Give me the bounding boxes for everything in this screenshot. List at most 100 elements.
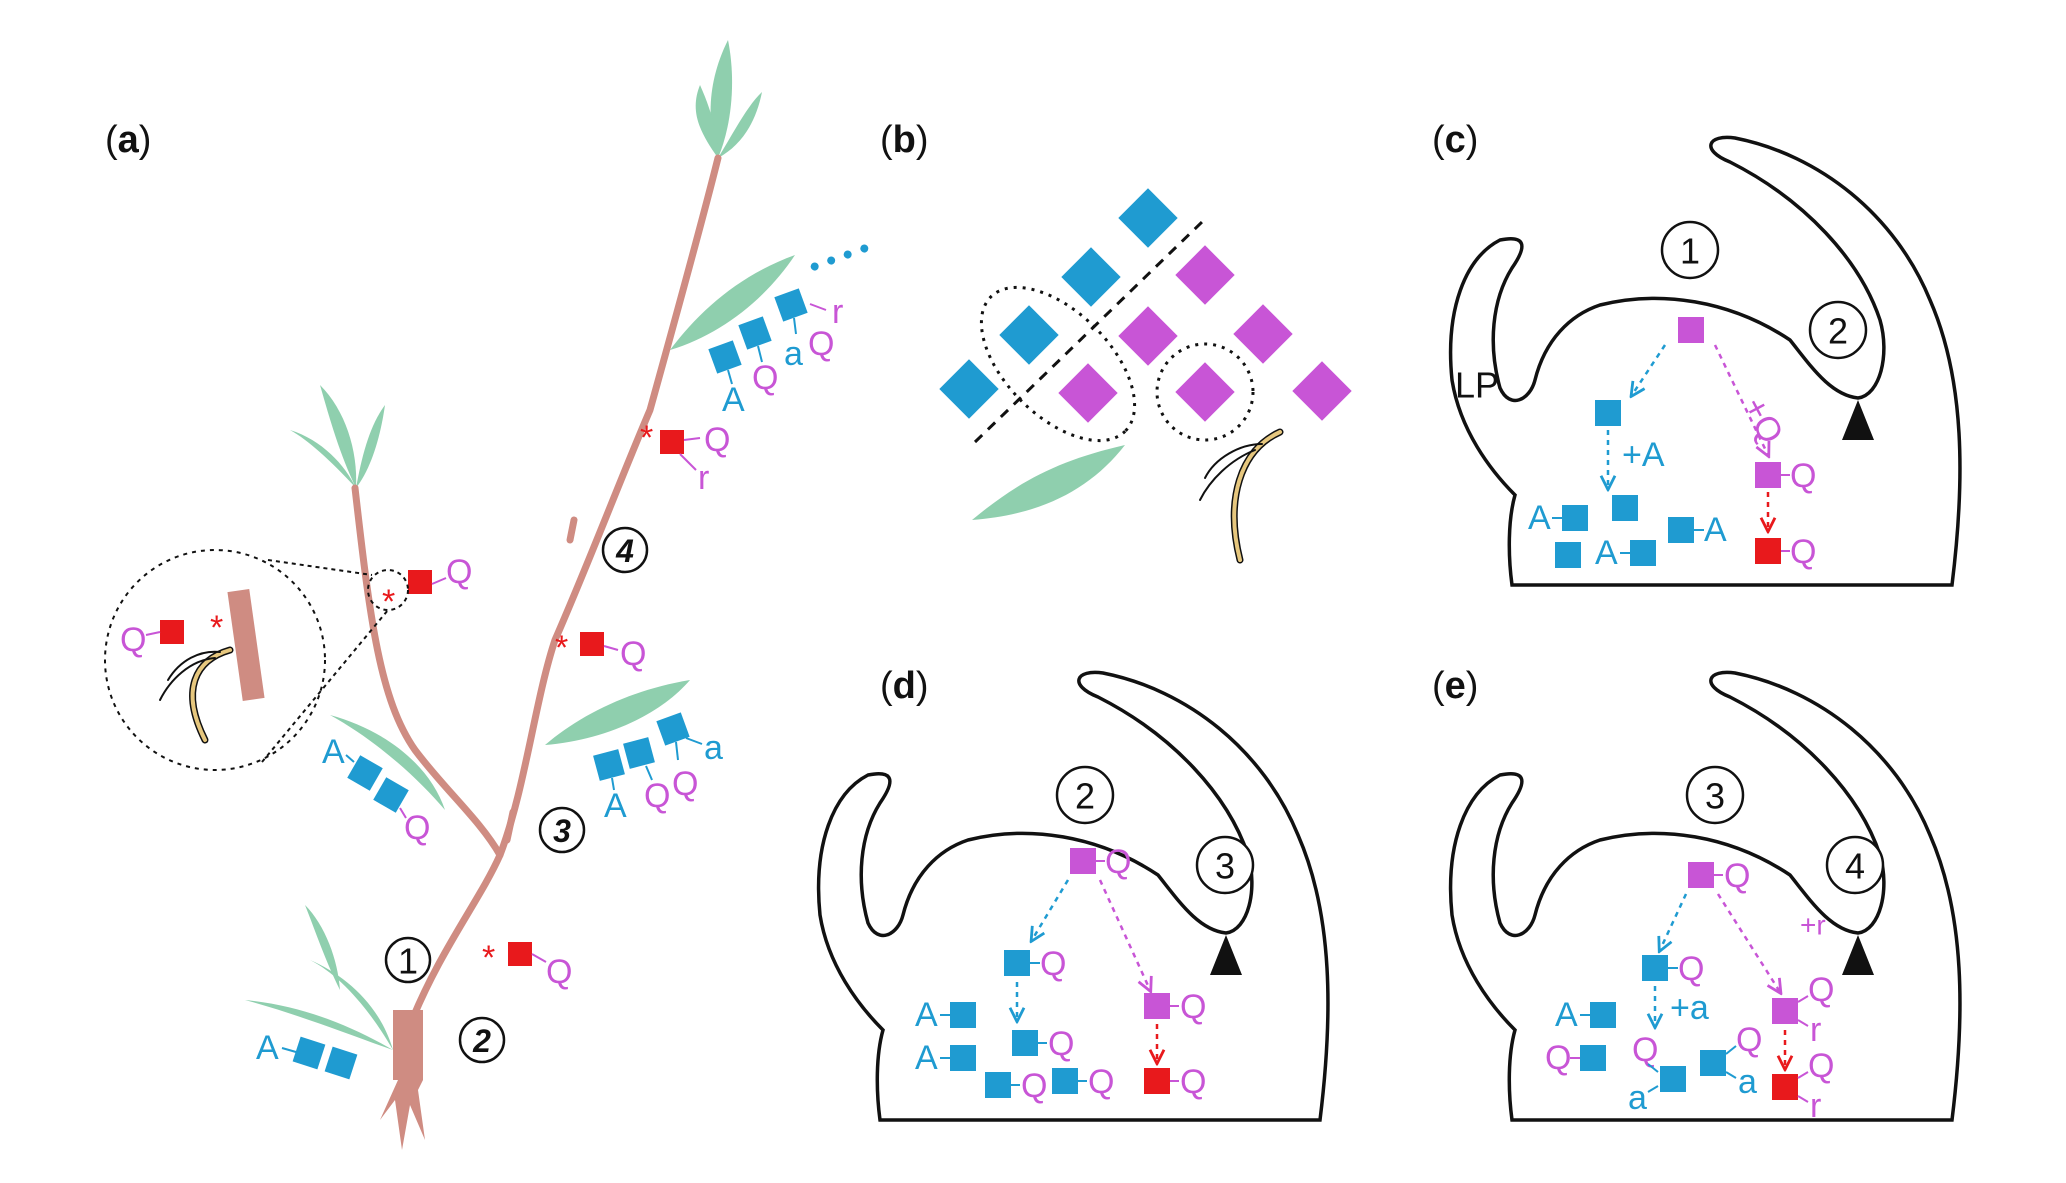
svg-text:Q: Q xyxy=(1040,945,1066,983)
red-q: Q xyxy=(1755,533,1816,571)
svg-text:Q: Q xyxy=(808,325,834,363)
svg-text:Q: Q xyxy=(1632,1031,1658,1069)
svg-text:Q: Q xyxy=(1545,1039,1571,1077)
panel-a-label: (a) xyxy=(105,119,151,161)
panel-b-label: (b) xyxy=(880,119,929,161)
magenta-q: Q xyxy=(1755,457,1816,495)
svg-text:Q: Q xyxy=(1808,971,1834,1009)
dotted-arrow xyxy=(1716,893,1780,992)
arrowhead-marker xyxy=(1842,935,1874,975)
svg-text:r: r xyxy=(698,459,709,497)
panel-d-label: (d) xyxy=(880,665,929,707)
svg-text:A: A xyxy=(722,381,745,419)
dotted-arrow xyxy=(1098,879,1150,990)
svg-text:a: a xyxy=(1628,1079,1647,1117)
svg-text:A: A xyxy=(256,1029,279,1067)
svg-text:2: 2 xyxy=(472,1023,491,1059)
svg-text:A: A xyxy=(604,787,627,825)
svg-text:Q: Q xyxy=(704,421,730,459)
blue-chain-base: A xyxy=(256,1029,358,1080)
svg-text:A: A xyxy=(915,1039,938,1077)
plus-q-label: +Q xyxy=(1735,391,1790,450)
meristem-outline xyxy=(1448,670,1962,1122)
svg-text:Q: Q xyxy=(1790,457,1816,495)
svg-text:*: * xyxy=(555,629,568,667)
arrowhead-marker xyxy=(1210,935,1242,975)
svg-text:4: 4 xyxy=(1845,846,1865,887)
plus-a-label: +A xyxy=(1622,436,1665,474)
node-1: 1 xyxy=(384,936,432,984)
svg-text:Q: Q xyxy=(672,765,698,803)
panel-b: (b) xyxy=(880,119,1352,564)
svg-text:A: A xyxy=(322,733,345,771)
blue-diamonds xyxy=(939,188,1178,419)
svg-text:Q: Q xyxy=(644,777,670,815)
arrowhead-marker xyxy=(1842,400,1874,440)
panel-a: (a) xyxy=(104,40,874,1150)
svg-text:• • • •: • • • • xyxy=(805,232,874,283)
svg-text:A: A xyxy=(1704,511,1727,549)
root-hair-icon xyxy=(1199,428,1284,564)
blue-chain-node3: A Q Q a xyxy=(593,712,723,825)
meristem-outline xyxy=(816,670,1330,1122)
blue-chain-branch: A Q xyxy=(322,733,430,847)
node-2: 2 xyxy=(458,1016,506,1064)
red-marker-top: * Q r xyxy=(640,419,730,497)
svg-text:2: 2 xyxy=(1075,776,1095,817)
svg-text:r: r xyxy=(1810,1087,1821,1125)
node-1: 1 xyxy=(1660,220,1720,280)
svg-text:A: A xyxy=(1528,499,1551,537)
dotted-arrow xyxy=(1632,344,1667,395)
svg-text:Q: Q xyxy=(1180,1063,1206,1101)
dotted-circle xyxy=(1155,342,1255,442)
svg-text:Q: Q xyxy=(752,359,778,397)
lp-label: LP xyxy=(1455,365,1499,406)
svg-text:Q: Q xyxy=(404,809,430,847)
blue-square xyxy=(1595,400,1621,426)
svg-text:Q: Q xyxy=(1105,843,1131,881)
svg-text:*: * xyxy=(482,939,495,977)
node-4: 4 xyxy=(601,526,649,574)
dotted-arrow xyxy=(1660,893,1688,950)
blue-cluster: A A Q Q Q xyxy=(915,996,1114,1105)
blue-cluster: A A A xyxy=(1528,495,1727,572)
magenta-q: Q xyxy=(1688,857,1750,895)
magenta-qr: Q r xyxy=(1772,971,1834,1049)
red-q: Q xyxy=(1144,1063,1206,1101)
panel-d: (d) 2 3 Q Q A A xyxy=(816,665,1330,1122)
dotted-arrow xyxy=(1032,879,1070,940)
node-2: 2 xyxy=(1808,300,1868,360)
svg-text:a: a xyxy=(704,729,723,767)
magenta-square xyxy=(1678,317,1704,343)
svg-text:*: * xyxy=(382,583,395,621)
blue-q: Q xyxy=(1004,945,1066,983)
svg-text:*: * xyxy=(210,609,223,647)
svg-text:a: a xyxy=(784,335,803,373)
svg-text:3: 3 xyxy=(1215,846,1235,887)
node-4: 4 xyxy=(1825,835,1885,895)
root-hair-icon xyxy=(159,646,234,744)
red-qr: Q r xyxy=(1772,1047,1834,1125)
svg-text:1: 1 xyxy=(1680,231,1700,272)
svg-text:4: 4 xyxy=(615,533,634,569)
magenta-q: Q xyxy=(1070,843,1131,881)
svg-text:1: 1 xyxy=(398,941,418,982)
svg-text:Q: Q xyxy=(1180,988,1206,1026)
svg-text:Q: Q xyxy=(120,621,146,659)
svg-text:Q: Q xyxy=(1724,857,1750,895)
svg-text:Q: Q xyxy=(1088,1063,1114,1101)
svg-text:Q: Q xyxy=(1678,950,1704,988)
svg-text:a: a xyxy=(1738,1063,1757,1101)
meristem-outline xyxy=(1448,135,1962,587)
leaf-icon xyxy=(245,40,795,1050)
panel-c-label: (c) xyxy=(1432,119,1478,161)
svg-text:2: 2 xyxy=(1828,311,1848,352)
magenta-diamonds xyxy=(1058,245,1352,423)
red-marker-branch: * Q xyxy=(382,553,472,621)
node-3: 3 xyxy=(538,806,586,854)
magenta-q-2: Q xyxy=(1144,988,1206,1026)
svg-text:3: 3 xyxy=(1705,776,1725,817)
plus-a-small-label: +a xyxy=(1670,989,1709,1027)
